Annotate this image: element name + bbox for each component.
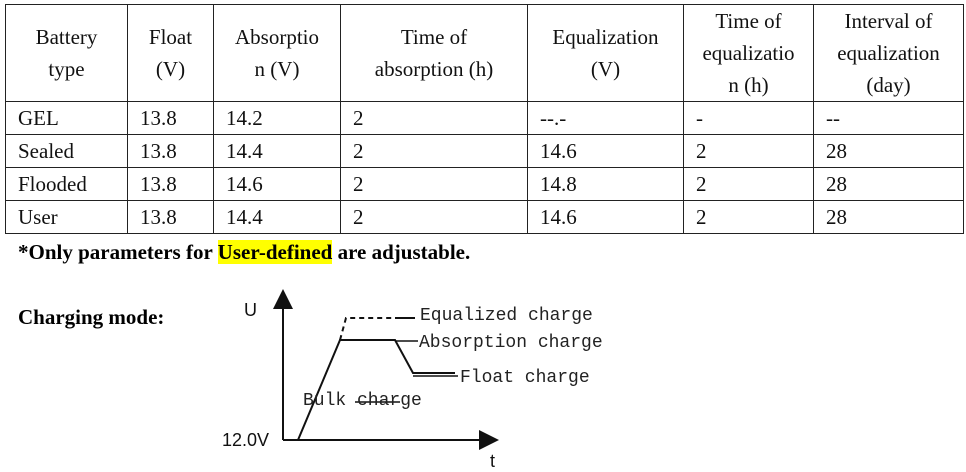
table-cell: --.- (527, 101, 684, 135)
header-cell: Time of absorption (h) (340, 4, 528, 102)
equalized-curve (339, 317, 395, 341)
note-prefix: *Only parameters for (18, 240, 213, 264)
charging-title: Charging mode: (18, 305, 165, 329)
table-cell: Flooded (5, 167, 128, 201)
equalized-label: Equalized charge (420, 306, 593, 326)
table-cell: 2 (340, 200, 528, 234)
x-axis-label: t (490, 451, 495, 471)
table-cell: 14.4 (213, 200, 341, 234)
table-cell: 2 (683, 200, 814, 234)
note-suffix: are adjustable. (337, 240, 471, 264)
table-cell: -- (813, 101, 964, 135)
table-cell: 13.8 (127, 167, 214, 201)
table-cell: 14.6 (213, 167, 341, 201)
table-cell: 13.8 (127, 200, 214, 234)
table-row: User 13.8 14.4 2 14.6 2 28 (5, 200, 964, 234)
table-cell: User (5, 200, 128, 234)
table-row: Flooded 13.8 14.6 2 14.8 2 28 (5, 167, 964, 201)
table-body: GEL 13.8 14.2 2 --.- - -- Sealed 13.8 14.4 2 14.6 2 2… (5, 101, 964, 234)
table-cell: 2 (340, 101, 528, 135)
note-highlight: User-defined (217, 240, 333, 264)
table-row: Sealed 13.8 14.4 2 14.6 2 28 (5, 134, 964, 168)
table-cell: 14.2 (213, 101, 341, 135)
table-cell: 28 (813, 200, 964, 234)
table-cell: 14.6 (527, 200, 684, 234)
bulk-label: Bulk charge (303, 391, 422, 411)
header-cell: Absorptio n (V) (213, 4, 341, 102)
header-cell: Interval of equalization (day) (813, 4, 964, 102)
table-cell: 13.8 (127, 134, 214, 168)
float-label: Float charge (460, 368, 590, 388)
start-label: 12.0V (222, 430, 269, 450)
table-cell: 2 (340, 167, 528, 201)
table-cell: 14.8 (527, 167, 684, 201)
table-row: GEL 13.8 14.2 2 --.- - -- (5, 101, 964, 135)
y-axis-label: U (244, 300, 257, 320)
table-cell: 2 (683, 167, 814, 201)
table-cell: 2 (683, 134, 814, 168)
note: *Only parameters for User-defined are ad… (18, 240, 470, 265)
header-cell: Time of equalizatio n (h) (683, 4, 814, 102)
header-row: Battery type Float (V) Absorptio n (V) Time… (5, 4, 964, 102)
table-cell: 28 (813, 167, 964, 201)
charge-curve (283, 339, 455, 441)
battery-table: Battery type Float (V) Absorptio n (V) Time… (5, 4, 964, 234)
table-cell: 14.6 (527, 134, 684, 168)
absorption-label: Absorption charge (419, 333, 603, 353)
table-cell: 28 (813, 134, 964, 168)
header-cell: Battery type (5, 4, 128, 102)
table-cell: - (683, 101, 814, 135)
